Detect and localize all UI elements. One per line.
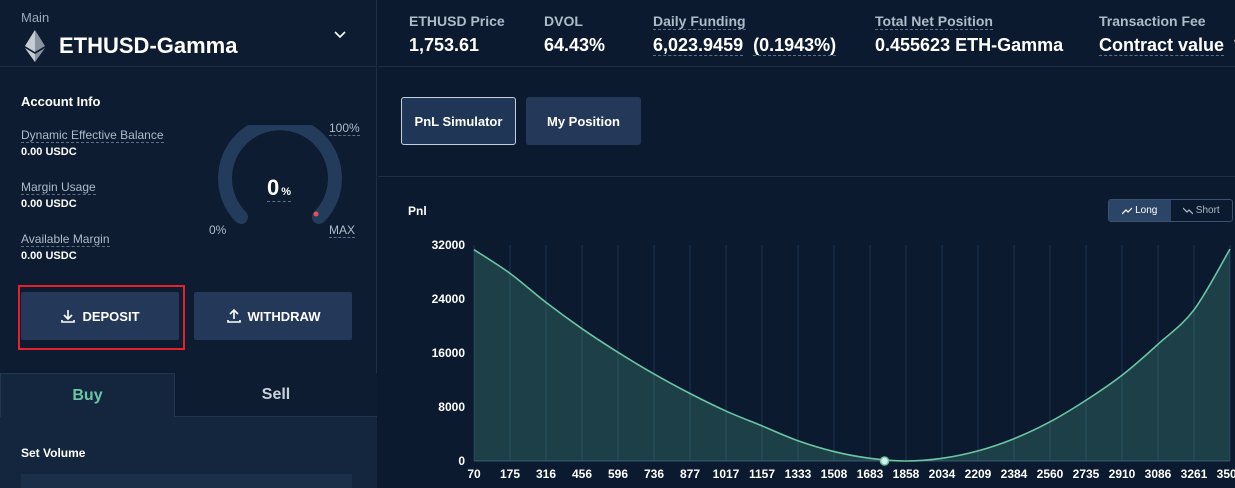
margin-gauge <box>218 125 342 224</box>
long-short-toggle: Long Short <box>1108 199 1233 222</box>
x-tick-label: 1683 <box>857 467 884 481</box>
available-margin-value: 0.00 USDC <box>21 250 77 262</box>
short-toggle-button[interactable]: Short <box>1171 200 1233 221</box>
y-tick-label: 24000 <box>432 292 466 306</box>
ethereum-icon <box>25 30 45 62</box>
margin-usage-label[interactable]: Margin Usage <box>21 180 96 195</box>
set-volume-label: Set Volume <box>21 446 86 460</box>
x-tick-label: 316 <box>536 467 556 481</box>
pnl-plot: 32000 24000 16000 8000 070 175 316 456 596 736 877… <box>432 238 1235 481</box>
x-tick-label: 2034 <box>929 467 956 481</box>
tab-sell[interactable]: Sell <box>175 373 377 417</box>
left-panel: Main ETHUSD-Gamma Account Info Dynamic E… <box>0 0 377 488</box>
pair-name: ETHUSD-Gamma <box>59 33 238 58</box>
gauge-max-top-label: 100% <box>329 121 360 136</box>
fee-value[interactable]: Contract value * <box>1099 35 1235 56</box>
y-tick-label: 32000 <box>432 238 466 252</box>
pnl-line <box>473 248 1231 462</box>
tab-pnl-simulator[interactable]: PnL Simulator <box>401 97 516 145</box>
market-stats-bar: ETHUSD Price 1,753.61 DVOL 64.43% Daily … <box>378 0 1235 67</box>
funding-value: 6,023.9459 (0.1943%) <box>653 35 837 56</box>
x-tick-label: 1157 <box>749 467 775 481</box>
pnl-area <box>474 249 1230 461</box>
x-tick-label: 736 <box>644 467 664 481</box>
trade-side-tabs: Buy Sell <box>0 373 377 417</box>
tab-my-position[interactable]: My Position <box>526 97 641 145</box>
dvol-label: DVOL <box>544 13 583 29</box>
y-tick-label: 0 <box>458 454 465 468</box>
fee-label: Transaction Fee <box>1099 13 1206 29</box>
x-tick-label: 3507 <box>1217 467 1235 481</box>
account-info-title: Account Info <box>21 94 101 109</box>
x-tick-label: 456 <box>572 467 592 481</box>
x-tick-label: 1858 <box>893 467 920 481</box>
withdraw-button[interactable]: WITHDRAW <box>194 292 352 340</box>
gauge-min-label: 0% <box>209 223 227 237</box>
x-tick-label: 3086 <box>1145 467 1172 481</box>
download-icon <box>61 310 76 323</box>
x-tick-label: 175 <box>500 467 520 481</box>
dvol-value: 64.43% <box>544 35 606 55</box>
trend-down-icon <box>1182 207 1193 214</box>
pnl-chart: 32000 24000 16000 8000 0 70 175 316 456 596 736 877… <box>378 178 1235 488</box>
available-margin-label[interactable]: Available Margin <box>21 232 110 247</box>
price-label: ETHUSD Price <box>409 13 505 29</box>
margin-usage-value: 0.00 USDC <box>21 198 77 210</box>
net-position-value: 0.455623 ETH-Gamma <box>875 35 1064 55</box>
x-tick-label: 2560 <box>1037 467 1064 481</box>
deposit-highlight <box>18 285 185 350</box>
deposit-label: DEPOSIT <box>82 308 140 324</box>
gauge-percent: 0% <box>267 175 292 202</box>
x-tick-label: 1017 <box>713 467 740 481</box>
pair-selector[interactable]: Main ETHUSD-Gamma <box>0 0 377 67</box>
x-tick-label: 2910 <box>1109 467 1136 481</box>
tab-buy[interactable]: Buy <box>0 373 175 417</box>
dynamic-balance-label[interactable]: Dynamic Effective Balance <box>21 128 164 143</box>
gauge-max-indicator <box>313 211 319 217</box>
gauge-max-label[interactable]: MAX <box>329 223 356 238</box>
x-tick-label: 596 <box>608 467 628 481</box>
x-tick-label: 2735 <box>1073 467 1100 481</box>
net-position-label[interactable]: Total Net Position <box>875 13 993 30</box>
volume-input[interactable] <box>21 474 352 488</box>
long-toggle-button[interactable]: Long <box>1109 200 1171 221</box>
x-tick-label: 2209 <box>965 467 992 481</box>
trend-up-icon <box>1122 207 1133 214</box>
chart-title: Pnl <box>408 204 427 218</box>
withdraw-label: WITHDRAW <box>247 308 321 324</box>
funding-label[interactable]: Daily Funding <box>653 13 746 30</box>
x-tick-label: 1333 <box>785 467 812 481</box>
y-tick-label: 8000 <box>438 400 465 414</box>
y-tick-label: 16000 <box>432 346 466 360</box>
current-price-marker <box>879 456 890 466</box>
x-tick-label: 877 <box>680 467 700 481</box>
x-tick-label: 1508 <box>821 467 848 481</box>
pnl-tabs: PnL Simulator My Position <box>378 67 1235 177</box>
deposit-button[interactable]: DEPOSIT <box>21 292 179 340</box>
x-tick-label: 70 <box>467 467 481 481</box>
price-value: 1,753.61 <box>409 35 480 55</box>
chevron-down-icon[interactable] <box>333 27 347 41</box>
x-tick-label: 2384 <box>1001 467 1028 481</box>
x-tick-label: 3261 <box>1181 467 1208 481</box>
dynamic-balance-value: 0.00 USDC <box>21 146 77 158</box>
upload-icon <box>226 308 241 323</box>
account-type-label: Main <box>21 10 50 25</box>
